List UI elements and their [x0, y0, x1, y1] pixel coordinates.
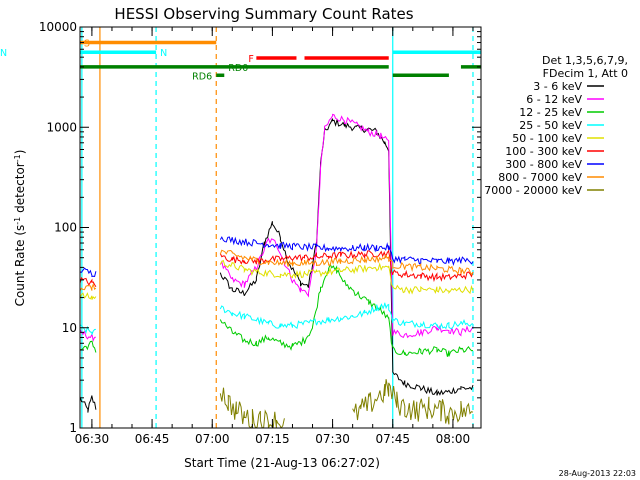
series-2 — [80, 263, 474, 357]
legend-label-5: 100 - 300 keV — [505, 145, 582, 158]
series-4 — [80, 259, 474, 300]
legend-label-2: 12 - 25 keV — [519, 106, 582, 119]
timestamp: 28-Aug-2013 22:03 — [559, 469, 636, 478]
series-3 — [80, 302, 474, 336]
flag-label-5: RD6 — [192, 71, 212, 82]
legend-header-line1: Det 1,3,5,6,7,9, — [542, 54, 628, 67]
series-1 — [80, 113, 474, 343]
x-tick-label-5: 07:45 — [375, 432, 410, 446]
series-7 — [80, 249, 474, 291]
x-axis-label: Start Time (21-Aug-13 06:27:02) — [184, 456, 380, 470]
y-tick-label-1: 10 — [62, 321, 77, 335]
y-axis-label-end: ) — [13, 150, 27, 155]
flag-label-7: F — [248, 54, 253, 65]
series-6 — [80, 236, 474, 278]
legend-label-8: 7000 - 20000 keV — [484, 184, 582, 197]
y-axis-label-sup1: -1 — [13, 217, 22, 225]
series-lines — [80, 113, 474, 428]
flag-vertical-lines — [81, 27, 474, 428]
x-tick-label-0: 06:30 — [75, 432, 110, 446]
y-axis-label-sup2: -1 — [13, 154, 22, 162]
series-8 — [219, 379, 474, 428]
y-tick-label-4: 10000 — [39, 20, 77, 34]
legend-label-1: 6 - 12 keV — [526, 93, 582, 106]
x-tick-label-1: 06:45 — [135, 432, 170, 446]
y-tick-label-0: 1 — [69, 421, 77, 435]
axes — [79, 26, 482, 429]
flag-label-0: S — [84, 39, 90, 50]
plot-frame — [79, 26, 482, 429]
y-axis-label: Count Rate (s-1 detector-1) — [13, 150, 27, 307]
x-tick-label-6: 08:00 — [436, 432, 471, 446]
flag-label-1: N — [160, 48, 167, 59]
y-axis-label-mid: detector — [13, 162, 27, 217]
legend-label-7: 800 - 7000 keV — [498, 171, 582, 184]
flag-label-3: RD0 — [228, 63, 248, 74]
tick-labels: 1 10 100 1000 10000 06:30 06:45 07:00 07:15 07:30… — [39, 20, 470, 446]
y-tick-label-2: 100 — [54, 221, 77, 235]
chart-title: HESSI Observing Summary Count Rates — [114, 5, 413, 23]
y-axis-label-main: Count Rate (s — [13, 225, 27, 307]
legend-header-line2: FDecim 1, Att 0 — [543, 67, 628, 80]
flag-bars: S N N RD0 RD6 F — [0, 39, 481, 82]
series-0 — [80, 118, 474, 413]
x-tick-label-4: 07:30 — [315, 432, 350, 446]
legend-label-0: 3 - 6 keV — [533, 80, 582, 93]
legend-label-3: 25 - 50 keV — [519, 119, 582, 132]
series-5 — [80, 249, 474, 288]
x-tick-label-3: 07:15 — [255, 432, 290, 446]
y-tick-label-3: 1000 — [46, 120, 77, 134]
legend-label-4: 50 - 100 keV — [512, 132, 582, 145]
legend-label-6: 300 - 800 keV — [505, 158, 582, 171]
flag-label-2: N — [0, 48, 7, 59]
x-tick-label-2: 07:00 — [195, 432, 230, 446]
